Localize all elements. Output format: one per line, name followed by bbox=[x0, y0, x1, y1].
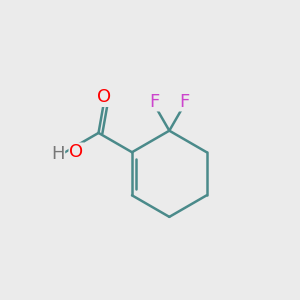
Text: F: F bbox=[179, 93, 189, 111]
Text: F: F bbox=[149, 93, 160, 111]
Text: H: H bbox=[51, 145, 64, 163]
Text: O: O bbox=[97, 88, 111, 106]
Text: O: O bbox=[69, 143, 83, 161]
